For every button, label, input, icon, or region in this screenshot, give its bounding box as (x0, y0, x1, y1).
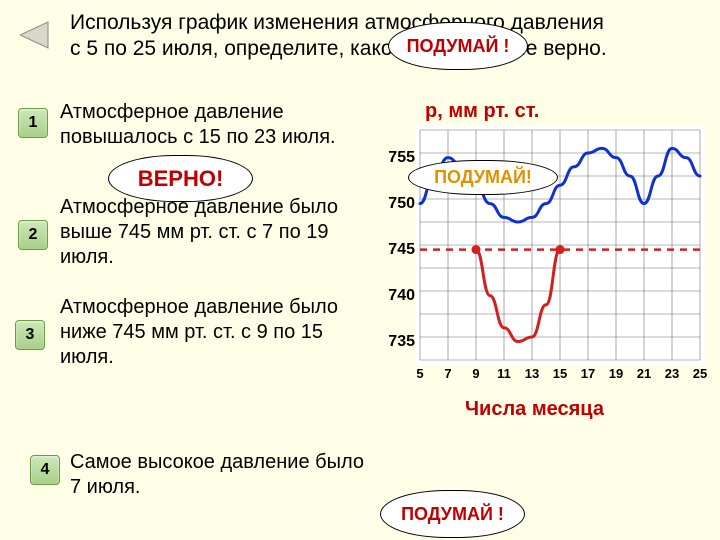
option-2-text: Атмосферное давление было выше 745 мм рт… (60, 195, 380, 270)
option-1-text: Атмосферное давление повышалось с 15 по … (60, 100, 380, 150)
chart-x-title: Числа месяца (465, 398, 604, 421)
chart-ytick: 735 (385, 333, 415, 351)
pressure-chart: p, мм рт. ст. Числа месяца 7357407457507… (380, 100, 710, 420)
question-line1: Используя график изменения атмосферного … (70, 11, 604, 34)
correct-bubble: ВЕРНО! (108, 155, 253, 202)
chart-xtick: 5 (410, 366, 430, 381)
chart-xtick: 15 (550, 366, 570, 381)
chart-xtick: 17 (578, 366, 598, 381)
chart-xtick: 11 (494, 366, 514, 381)
chart-xtick: 9 (466, 366, 486, 381)
option-4-text: Самое высокое давление было 7 июля. (70, 450, 380, 500)
back-arrow-icon[interactable] (20, 20, 54, 50)
chart-ytick: 750 (385, 195, 415, 213)
option-3-text: Атмосферное давление было ниже 745 мм рт… (60, 295, 380, 370)
option-3-button[interactable]: 3 (15, 320, 45, 350)
chart-canvas (380, 100, 710, 390)
think-bubble-bottom: ПОДУМАЙ ! (380, 490, 525, 538)
question-text: Используя график изменения атмосферного … (70, 10, 700, 63)
think-bubble-chart: ПОДУМАЙ! (408, 160, 558, 195)
chart-xtick: 21 (634, 366, 654, 381)
option-2-button[interactable]: 2 (18, 220, 48, 250)
think-bubble-top: ПОДУМАЙ ! (388, 22, 528, 70)
chart-xtick: 19 (606, 366, 626, 381)
chart-xtick: 13 (522, 366, 542, 381)
chart-ytick: 745 (385, 241, 415, 259)
chart-ytick: 755 (385, 149, 415, 167)
chart-xtick: 25 (690, 366, 710, 381)
chart-xtick: 23 (662, 366, 682, 381)
option-4-button[interactable]: 4 (30, 455, 60, 485)
chart-xtick: 7 (438, 366, 458, 381)
chart-ytick: 740 (385, 287, 415, 305)
option-1-button[interactable]: 1 (18, 108, 48, 138)
